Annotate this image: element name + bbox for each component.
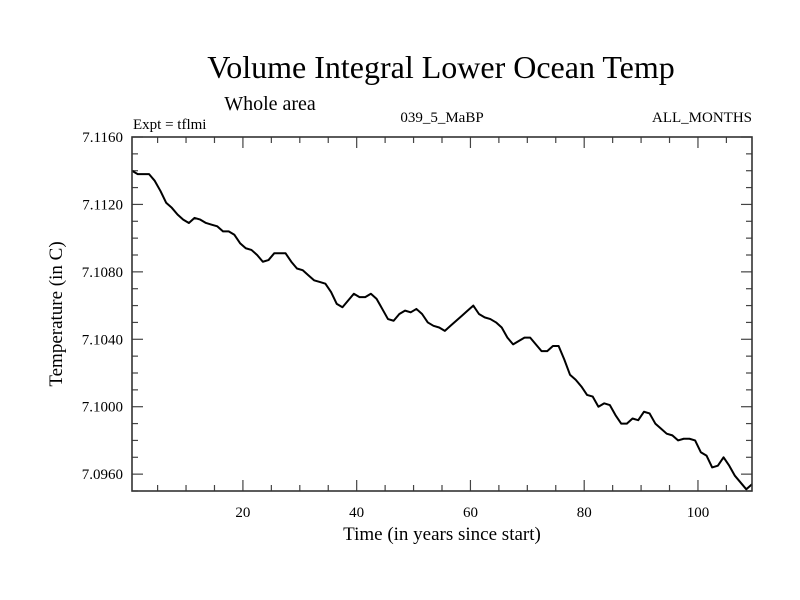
months-label: ALL_MONTHS	[652, 110, 752, 126]
x-axis-title: Time (in years since start)	[343, 524, 541, 545]
chart-subtitle: Whole area	[224, 93, 316, 115]
plot-frame	[131, 136, 753, 492]
x-tick-label: 40	[349, 505, 364, 521]
x-tick-label: 60	[463, 505, 478, 521]
x-tick-label: 100	[687, 505, 710, 521]
y-tick-label: 7.1080	[82, 265, 123, 281]
x-tick-label: 20	[235, 505, 250, 521]
period-label: 039_5_MaBP	[400, 110, 483, 126]
y-tick-label: 7.1000	[82, 400, 123, 416]
y-axis-title: Temperature (in C)	[46, 241, 67, 386]
y-tick-label: 7.1160	[82, 130, 123, 146]
y-tick-label: 7.0960	[82, 467, 123, 483]
y-tick-label: 7.1040	[82, 332, 123, 348]
y-tick-label: 7.1120	[82, 197, 123, 213]
chart-title: Volume Integral Lower Ocean Temp	[207, 49, 675, 85]
experiment-label: Expt = tflmi	[133, 117, 206, 133]
x-tick-labels: 20 40 60 80 100	[235, 505, 709, 521]
temperature-series-line	[131, 169, 753, 491]
axis-ticks	[132, 136, 752, 492]
x-tick-label: 80	[577, 505, 592, 521]
y-tick-labels: 7.0960 7.1000 7.1040 7.1080 7.1120 7.1160	[82, 130, 123, 483]
